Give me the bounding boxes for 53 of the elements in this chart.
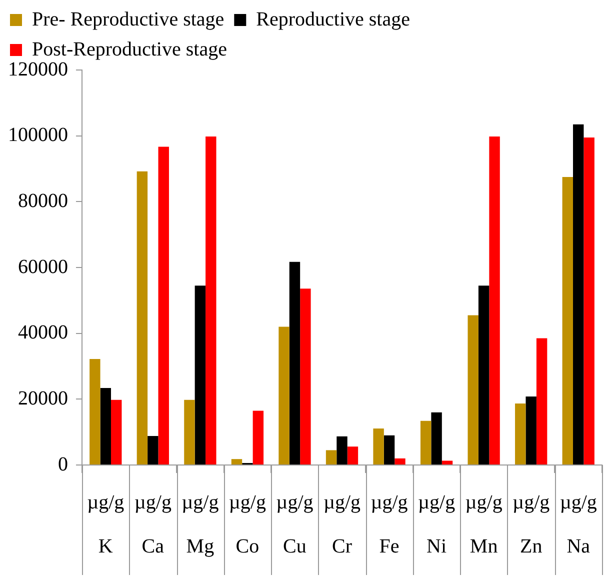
x-tick-label: µg/g Cr [323,491,361,558]
bar [347,446,358,464]
bar [420,420,432,464]
bar [326,450,337,464]
bar [90,359,100,464]
bar [562,176,574,464]
y-tick-label: 120000 [8,58,68,80]
bar [194,286,206,464]
x-tick-label: µg/g Fe [370,491,408,558]
bar [148,436,158,464]
bar [584,137,594,464]
bar [136,171,148,464]
y-tick-label: 20000 [18,387,68,410]
bar [515,403,526,464]
y-tick-label: 60000 [18,256,68,278]
legend-label: Reproductive stage [256,8,410,30]
bar [231,459,242,464]
x-tick-label: µg/g Mg [182,491,219,558]
x-tick-label: µg/g Ca [134,491,172,558]
bar [468,315,478,464]
x-tick-label: µg/g Cu [276,491,314,558]
bar [252,410,264,464]
y-tick-label: 0 [58,453,68,476]
bar [278,326,290,464]
x-tick-label: µg/g Co [228,491,266,558]
bar [300,288,311,464]
x-tick-label: µg/g Mn [465,491,502,558]
bar [373,428,384,464]
bar [289,262,300,464]
bar [384,435,395,464]
bar [336,436,348,464]
bar [536,338,548,464]
x-tick-label: µg/g K [87,491,124,558]
x-tick-label: µg/g Ni [418,491,456,558]
bar [489,136,500,464]
bar [478,286,490,464]
legend-label: Pre- Reproductive stage [32,8,224,30]
y-tick-label: 80000 [18,190,68,212]
bar [526,396,536,464]
legend-label: Post-Reproductive stage [32,38,228,60]
bar [100,388,111,464]
x-tick-label: µg/g Na [560,491,597,558]
y-tick-label: 40000 [18,322,68,344]
bar [442,460,453,464]
bar [206,136,216,464]
bar [394,458,406,464]
bar [431,412,442,464]
bar [184,400,195,464]
bar [110,400,122,464]
bar [573,124,584,464]
y-tick-label: 100000 [8,124,68,146]
x-tick-label: µg/g Zn [512,491,550,558]
bar [158,146,169,464]
